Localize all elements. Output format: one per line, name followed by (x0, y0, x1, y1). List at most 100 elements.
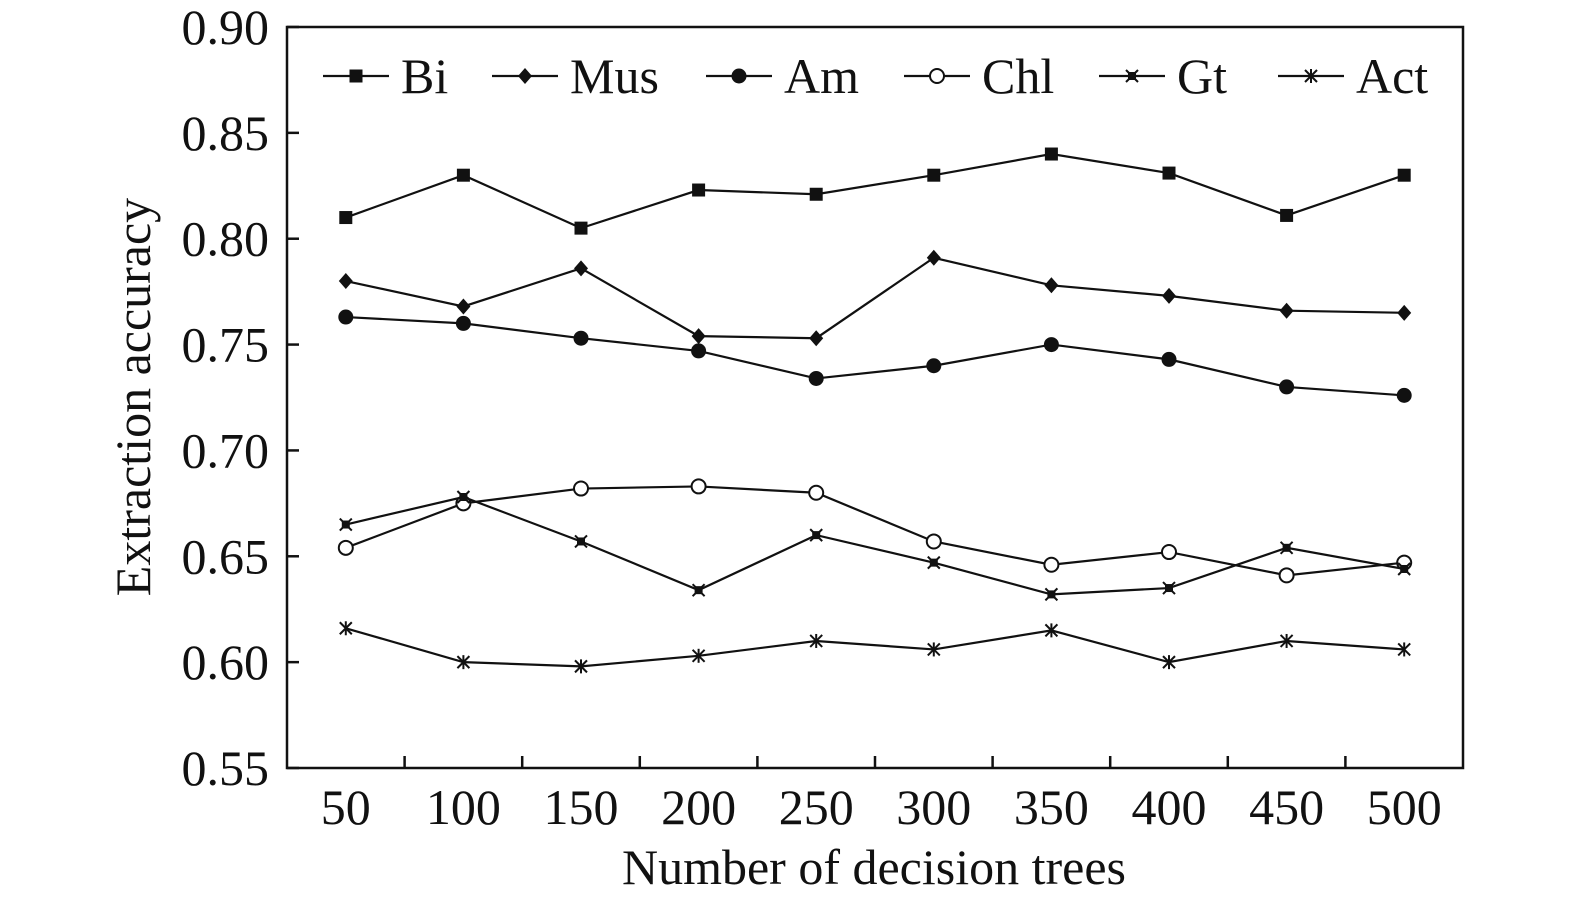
data-point-act (1044, 623, 1059, 638)
data-point-gt (1279, 541, 1294, 555)
legend-label: Mus (570, 48, 659, 104)
y-tick-label: 0.70 (182, 422, 270, 478)
legend-item-act: Act (1278, 48, 1428, 104)
data-point-act (456, 655, 471, 670)
series-mus (338, 249, 1412, 347)
data-point-bi (927, 168, 941, 182)
data-point-act (339, 621, 353, 636)
data-point-act (574, 659, 588, 674)
data-point-gt (691, 583, 706, 597)
data-point-act (1279, 633, 1294, 648)
data-point-act (691, 648, 706, 663)
x-tick-label: 500 (1367, 779, 1442, 835)
data-point-mus (1162, 287, 1176, 304)
data-point-chl (925, 533, 942, 550)
y-axis: 0.55 0.60 0.65 0.70 0.75 0.80 0.85 0.90 (182, 0, 299, 796)
data-point-act (809, 633, 823, 648)
series-line-gt (345, 495, 1405, 596)
data-point-mus (338, 273, 353, 290)
data-point-chl (1278, 567, 1295, 584)
data-point-act (1162, 655, 1176, 670)
data-point-am (573, 330, 589, 346)
y-tick-label: 0.55 (182, 740, 270, 796)
data-point-bi (1044, 147, 1058, 161)
data-point-bi (1280, 208, 1294, 222)
y-tick-label: 0.85 (182, 105, 270, 161)
series-line-mus (345, 256, 1405, 340)
y-tick-label: 0.60 (182, 634, 270, 690)
data-point-chl (1043, 556, 1060, 573)
y-tick-label: 0.75 (182, 317, 270, 373)
data-point-bi (1397, 168, 1411, 182)
legend-label: Am (784, 48, 859, 104)
data-point-gt (574, 534, 588, 549)
data-point-act (1397, 642, 1411, 657)
series-line-bi (345, 152, 1405, 230)
data-point-mus (1397, 304, 1412, 321)
y-tick-label: 0.65 (182, 528, 270, 584)
legend-label: Gt (1177, 48, 1227, 104)
series-gt (339, 490, 1411, 602)
series-am (338, 309, 1412, 403)
legend-label: Act (1356, 48, 1428, 104)
data-point-am (691, 343, 707, 359)
data-point-bi (456, 168, 470, 182)
x-tick-label: 150 (544, 779, 619, 835)
data-point-am (338, 309, 354, 325)
legend-marker (1304, 69, 1318, 83)
data-point-mus (574, 260, 588, 277)
data-point-bi (339, 211, 353, 225)
y-tick-label: 0.90 (182, 0, 270, 55)
data-point-chl (690, 478, 707, 495)
x-tick-label: 400 (1132, 779, 1207, 835)
legend-item-gt: Gt (1099, 48, 1227, 104)
data-point-gt (339, 517, 353, 532)
legend-marker (349, 69, 363, 83)
x-tick-label: 50 (321, 779, 371, 835)
y-axis-title: Extraction accuracy (105, 198, 161, 596)
legend-label: Chl (982, 48, 1054, 104)
data-point-mus (691, 328, 706, 345)
series-line-am (345, 315, 1405, 397)
legend-label: Bi (401, 48, 448, 104)
data-point-bi (692, 183, 706, 197)
legend-item-mus: Mus (492, 48, 659, 104)
data-point-am (455, 315, 471, 331)
data-point-am (1161, 351, 1177, 367)
series-bi (339, 147, 1411, 235)
data-point-gt (456, 490, 471, 504)
data-point-am (926, 358, 942, 374)
data-point-act (927, 642, 941, 657)
x-tick-label: 100 (426, 779, 501, 835)
series-line-act (345, 627, 1405, 668)
data-point-am (1043, 337, 1059, 353)
legend-item-chl: Chl (904, 48, 1054, 104)
x-tick-label: 350 (1014, 779, 1089, 835)
data-point-mus (1279, 302, 1294, 319)
y-tick-label: 0.80 (182, 211, 270, 267)
data-point-am (1279, 379, 1295, 395)
legend-marker (731, 68, 747, 84)
data-point-chl (1161, 544, 1177, 561)
legend-item-bi: Bi (323, 48, 448, 104)
x-axis-title: Number of decision trees (622, 839, 1126, 895)
x-tick-label: 200 (661, 779, 736, 835)
data-point-chl (808, 484, 825, 501)
data-point-mus (809, 330, 824, 347)
legend-marker (1125, 69, 1139, 83)
data-point-am (1396, 387, 1412, 403)
data-point-gt (927, 555, 941, 570)
legend-item-am: Am (706, 48, 859, 104)
data-point-bi (574, 221, 588, 235)
data-point-chl (337, 539, 354, 556)
series-line-chl (345, 485, 1405, 577)
data-point-gt (1044, 587, 1059, 602)
x-axis: 50 100 150 200 250 300 350 400 450 500 (321, 756, 1442, 835)
data-point-mus (1044, 277, 1059, 294)
data-point-am (808, 370, 824, 386)
data-point-chl (573, 480, 589, 497)
data-point-gt (809, 528, 823, 542)
x-tick-label: 250 (779, 779, 854, 835)
legend-marker (929, 68, 945, 84)
